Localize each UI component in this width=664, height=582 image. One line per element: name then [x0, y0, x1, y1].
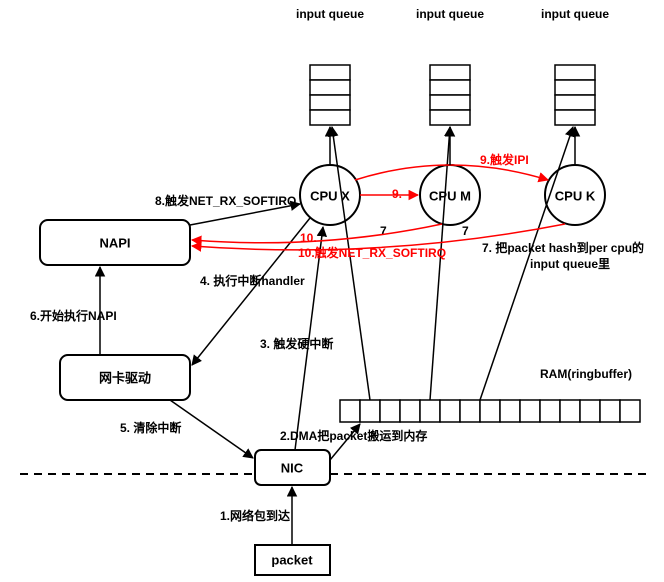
edge-5: [170, 400, 253, 458]
edge-10a-label: 10.: [300, 231, 317, 245]
cpu-k-label: CPU K: [555, 188, 596, 203]
edge-6-label: 6.开始执行NAPI: [30, 308, 117, 323]
edge-2-label: 2.DMA把packet搬运到内存: [280, 428, 427, 443]
edge-1-label: 1.网络包到达: [220, 508, 290, 523]
edge-7b-label: 7: [462, 224, 469, 238]
edge-8-label: 8.触发NET_RX_SOFTIRQ: [155, 193, 296, 208]
edge-4-label: 4. 执行中断handler: [200, 273, 305, 288]
queue-stack-3: [555, 65, 595, 125]
diagram-canvas: input queue input queue input queue CPU …: [0, 0, 664, 582]
edge-3-label: 3. 触发硬中断: [260, 336, 333, 351]
edge-7a-label: 7: [380, 224, 387, 238]
edge-7d-label: input queue里: [530, 256, 610, 271]
nic-label: NIC: [281, 460, 304, 475]
queue1-label: input queue: [296, 7, 364, 21]
cpu-m-label: CPU M: [429, 188, 471, 203]
edge-7c-label: 7. 把packet hash到per cpu的: [482, 240, 644, 255]
queue-stack-2: [430, 65, 470, 125]
queue-stack-1: [310, 65, 350, 125]
ram-node: [340, 400, 640, 422]
edge-7-q1: [332, 127, 370, 400]
edge-9b-label: 9.触发IPI: [480, 152, 529, 167]
edge-10-m: [192, 224, 442, 243]
napi-label: NAPI: [99, 235, 130, 250]
queue3-label: input queue: [541, 7, 609, 21]
cpu-x-label: CPU X: [310, 188, 350, 203]
packet-label: packet: [271, 552, 313, 567]
driver-label: 网卡驱动: [99, 370, 151, 385]
ram-label: RAM(ringbuffer): [540, 367, 632, 381]
edge-5-label: 5. 清除中断: [120, 420, 181, 435]
edge-10b-label: 10.触发NET_RX_SOFTIRQ: [298, 245, 446, 260]
edge-9a-label: 9.: [392, 187, 402, 201]
queue2-label: input queue: [416, 7, 484, 21]
